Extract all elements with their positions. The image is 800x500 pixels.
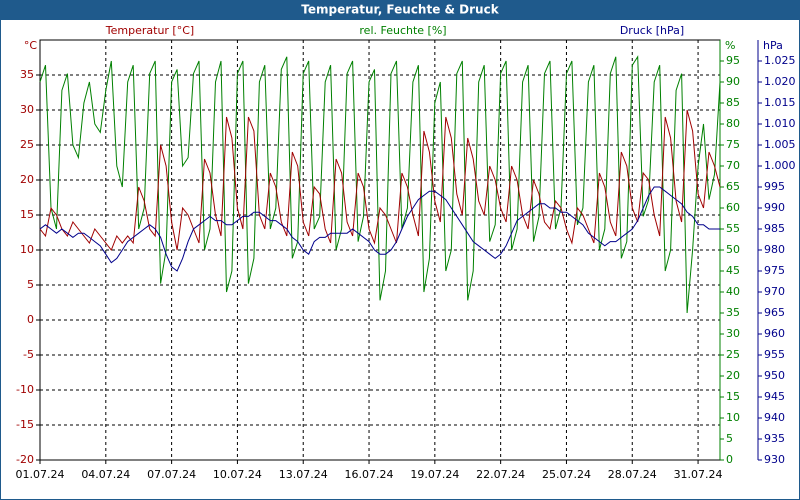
y2-tick-label: 70 <box>726 159 740 172</box>
y3-tick-label: 1.010 <box>764 117 796 130</box>
y2-tick-label: 10 <box>726 411 740 424</box>
y-tick-label: -15 <box>16 418 34 431</box>
y-axis-label: Temperatur [°C] <box>105 24 194 37</box>
y3-tick-label: 995 <box>764 180 785 193</box>
series-line <box>39 55 721 314</box>
y-tick-label: -5 <box>23 348 34 361</box>
y3-tick-label: 960 <box>764 327 785 340</box>
chart-title: Temperatur, Feuchte & Druck <box>301 3 499 17</box>
y2-tick-label: 60 <box>726 201 740 214</box>
y3-unit: hPa <box>763 39 783 52</box>
y2-tick-label: 80 <box>726 117 740 130</box>
x-tick-label: 07.07.24 <box>147 468 196 481</box>
y2-unit: % <box>725 39 735 52</box>
y3-tick-label: 1.005 <box>764 138 796 151</box>
y2-tick-label: 25 <box>726 348 740 361</box>
y3-tick-label: 945 <box>764 390 785 403</box>
y-tick-label: 5 <box>27 278 34 291</box>
series-line <box>39 186 720 272</box>
x-tick-label: 10.07.24 <box>213 468 262 481</box>
y2-tick-label: 55 <box>726 222 740 235</box>
y2-axis-label: rel. Feuchte [%] <box>359 24 446 37</box>
y3-tick-label: 975 <box>764 264 785 277</box>
y-tick-label: 30 <box>20 103 34 116</box>
y-tick-label: -10 <box>16 383 34 396</box>
y2-tick-label: 40 <box>726 285 740 298</box>
y-tick-label: 25 <box>20 138 34 151</box>
y-tick-label: 20 <box>20 173 34 186</box>
x-tick-label: 01.07.24 <box>16 468 65 481</box>
y2-tick-label: 90 <box>726 75 740 88</box>
y3-tick-label: 955 <box>764 348 785 361</box>
y2-tick-label: 75 <box>726 138 740 151</box>
y3-tick-label: 1.000 <box>764 159 796 172</box>
y2-tick-label: 45 <box>726 264 740 277</box>
y-tick-label: 35 <box>20 68 34 81</box>
y3-tick-label: 980 <box>764 243 785 256</box>
y3-tick-label: 970 <box>764 285 785 298</box>
y2-tick-label: 0 <box>726 453 733 466</box>
y-tick-label: 10 <box>20 243 34 256</box>
y-tick-label: 15 <box>20 208 34 221</box>
y-tick-label: 0 <box>27 313 34 326</box>
y3-tick-label: 985 <box>764 222 785 235</box>
y3-tick-label: 1.015 <box>764 96 796 109</box>
x-tick-label: 04.07.24 <box>81 468 130 481</box>
y2-tick-label: 20 <box>726 369 740 382</box>
x-tick-label: 19.07.24 <box>410 468 459 481</box>
y2-tick-label: 30 <box>726 327 740 340</box>
y2-tick-label: 50 <box>726 243 740 256</box>
y3-tick-label: 990 <box>764 201 785 214</box>
x-tick-label: 31.07.24 <box>674 468 723 481</box>
y3-tick-label: 950 <box>764 369 785 382</box>
y3-tick-label: 940 <box>764 411 785 424</box>
y2-tick-label: 5 <box>726 432 733 445</box>
series-line <box>39 109 721 251</box>
title-bar <box>0 0 800 20</box>
y-tick-label: -20 <box>16 453 34 466</box>
y3-tick-label: 965 <box>764 306 785 319</box>
x-tick-label: 13.07.24 <box>279 468 328 481</box>
y-unit: °C <box>24 39 38 52</box>
y2-tick-label: 65 <box>726 180 740 193</box>
y2-tick-label: 15 <box>726 390 740 403</box>
x-tick-label: 25.07.24 <box>542 468 591 481</box>
y3-tick-label: 1.020 <box>764 75 796 88</box>
y3-tick-label: 930 <box>764 453 785 466</box>
y2-tick-label: 35 <box>726 306 740 319</box>
x-tick-label: 28.07.24 <box>608 468 657 481</box>
y3-tick-label: 935 <box>764 432 785 445</box>
x-tick-label: 22.07.24 <box>476 468 525 481</box>
y3-axis-label: Druck [hPa] <box>620 24 684 37</box>
y3-tick-label: 1.025 <box>764 54 796 67</box>
x-tick-label: 16.07.24 <box>345 468 394 481</box>
y2-tick-label: 85 <box>726 96 740 109</box>
y2-tick-label: 95 <box>726 54 740 67</box>
